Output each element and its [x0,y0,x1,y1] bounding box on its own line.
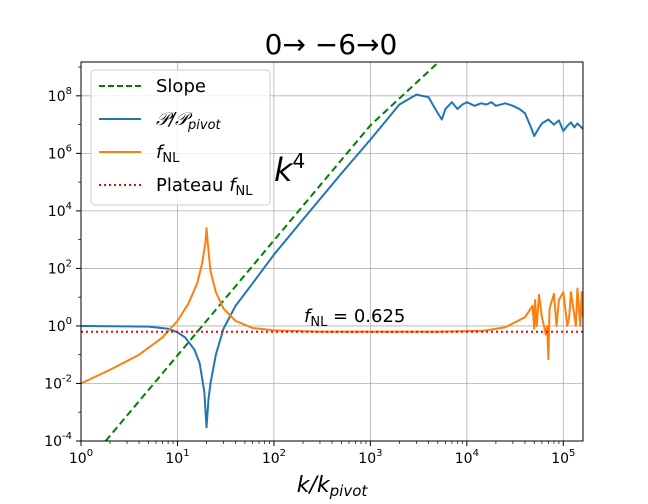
x-tick-exponent: 3 [376,448,382,459]
legend-box [90,69,271,206]
annotation-k4-exponent: 4 [293,149,306,173]
legend: Slope 𝒫/𝒫pivot fNL Plateau fNL [90,69,271,206]
y-tick-exponent: -2 [62,373,72,384]
legend-plateau-f: f [229,175,238,196]
chart-title: 0→ −6→0 [265,28,398,61]
annotation-fnl-f: f [304,306,313,327]
legend-label-slope: Slope [156,76,206,97]
legend-fnl-sub: NL [162,151,180,166]
x-tick-exponent: 2 [280,448,286,459]
legend-fnl-f: f [156,142,165,163]
x-tick-exponent: 5 [569,448,575,459]
y-tick-exponent: 6 [66,143,72,154]
annotation-fnl-plateau: fNL = 0.625 [304,306,405,330]
x-tick-exponent: 4 [473,448,479,459]
grid [80,62,583,442]
x-tick-exponent: 1 [183,448,189,459]
y-tick-exponent: 4 [66,201,72,212]
legend-label-fnl: fNL [156,142,180,166]
legend-plateau-sub: NL [236,184,254,199]
axis-ticks: 100 101 102 103 104 10510-410-210010210410610… [44,66,575,467]
x-tick-exponent: 0 [87,448,93,459]
y-tick-exponent: 0 [66,316,72,327]
annotation-fnl-sub: NL [310,315,328,330]
y-tick-exponent: 2 [66,258,72,269]
series-line-slope [104,62,440,441]
annotation-fnl-value: = 0.625 [327,306,405,327]
legend-label-power-sub: pivot [187,118,222,133]
y-tick-exponent: -4 [62,431,72,442]
series-line-f-nl [81,227,583,385]
y-tick-exponent: 8 [66,86,72,97]
series-line-p-p-pivot [81,93,583,429]
series-layer [81,62,583,441]
x-axis-label-subscript: pivot [329,482,369,500]
